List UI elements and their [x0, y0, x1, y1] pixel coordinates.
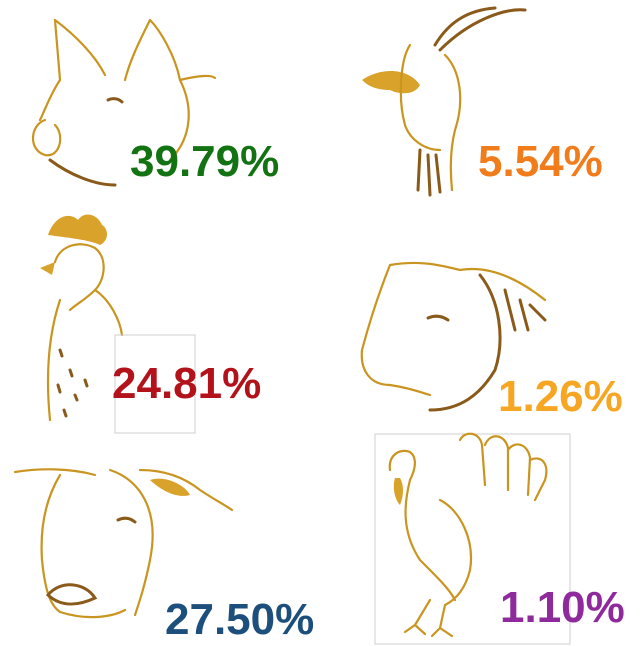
- turkey-percentage: 1.10%: [500, 583, 625, 632]
- chicken-percentage: 24.81%: [112, 359, 261, 408]
- chicken-illustration: [40, 215, 122, 420]
- pig-percentage: 39.79%: [130, 137, 279, 186]
- infographic: 39.79% 5.54% 24.81% 1.26% 27.50% 1.10%: [0, 0, 643, 646]
- goat-percentage: 5.54%: [478, 137, 603, 186]
- cow-percentage: 27.50%: [165, 595, 314, 644]
- sheep-percentage: 1.26%: [498, 372, 623, 421]
